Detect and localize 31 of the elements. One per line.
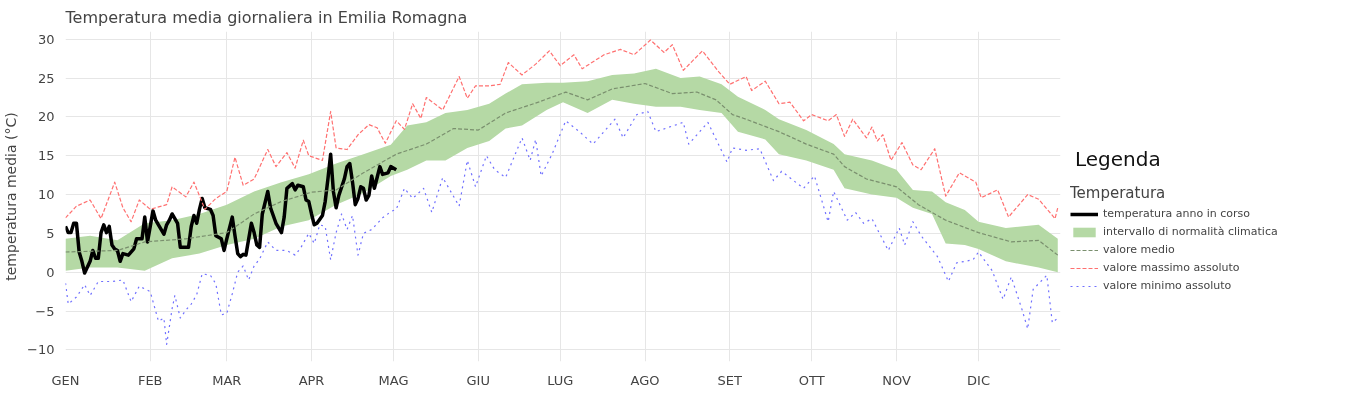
legend-label: valore minimo assoluto — [1103, 279, 1232, 292]
legend-label: temperatura anno in corso — [1103, 207, 1251, 220]
y-axis-title: temperatura media (°C) — [3, 112, 20, 281]
y-tick-label: 20 — [37, 109, 55, 125]
x-tick-label: SET — [717, 372, 743, 388]
x-tick-label: NOV — [882, 372, 911, 388]
x-tick-label: AGO — [630, 372, 660, 388]
legend-label: valore massimo assoluto — [1103, 261, 1240, 274]
x-tick-label: FEB — [137, 372, 163, 388]
x-tick-label: MAG — [378, 372, 409, 388]
y-tick-label: −10 — [27, 342, 55, 358]
legend-title: Temperatura — [1070, 184, 1167, 202]
y-tick-label: 5 — [46, 225, 55, 241]
legend-label: intervallo di normalità climatica — [1103, 225, 1278, 238]
y-tick-label: 10 — [37, 187, 55, 203]
y-tick-label: 30 — [37, 31, 55, 47]
x-tick-label: DIC — [967, 372, 990, 388]
y-tick-label: −5 — [35, 303, 55, 319]
legend-label: valore medio — [1103, 243, 1175, 256]
y-tick-label: 0 — [46, 264, 55, 280]
chart-title: Temperatura media giornaliera in Emilia Romagna — [64, 7, 468, 27]
x-tick-label: GIU — [466, 372, 490, 388]
y-tick-label: 25 — [37, 70, 55, 86]
x-tick-label: LUG — [547, 372, 574, 388]
x-tick-label: GEN — [51, 372, 80, 388]
x-tick-label: OTT — [798, 372, 825, 388]
text: Legenda — [1075, 146, 1161, 173]
x-tick-label: APR — [298, 372, 325, 388]
x-tick-label: MAR — [212, 372, 242, 388]
y-tick-label: 15 — [37, 148, 55, 164]
line-series — [65, 152, 399, 275]
